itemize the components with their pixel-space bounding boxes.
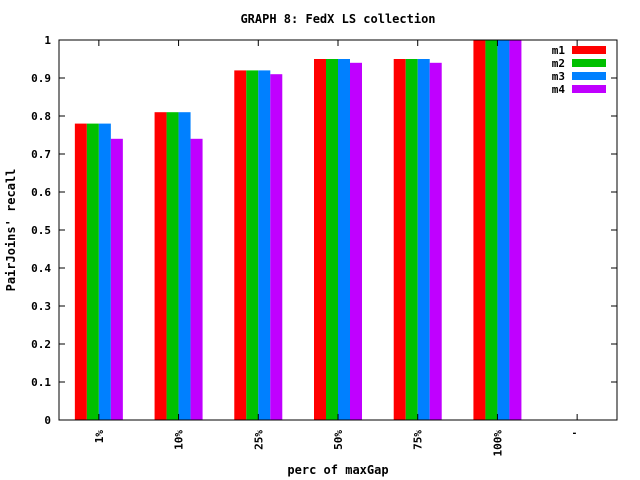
bar-m2-1% xyxy=(86,123,99,420)
y-tick-label: 0.3 xyxy=(31,300,51,313)
y-tick-label: 0.7 xyxy=(31,148,51,161)
x-tick-label: 50% xyxy=(332,430,345,450)
x-tick-label: 25% xyxy=(252,430,265,450)
bar-m4-75% xyxy=(429,62,442,421)
bar-m3-75% xyxy=(417,59,430,420)
bar-m2-75% xyxy=(405,59,418,420)
x-axis: 1% 10% 25% 50% 75% 100% ' xyxy=(93,40,584,457)
x-tick-label: 75% xyxy=(412,430,425,450)
bar-m4-10% xyxy=(190,138,203,421)
y-tick-label: 0.8 xyxy=(31,110,51,123)
y-tick-label: 0 xyxy=(44,414,51,427)
bar-m1-75% xyxy=(393,59,406,420)
y-axis-label: PairJoins' recall xyxy=(4,169,18,292)
bar-m1-1% xyxy=(74,123,87,420)
y-tick-label: 0.9 xyxy=(31,72,51,85)
y-tick-label: 0.1 xyxy=(31,376,51,389)
x-tick-label: ' xyxy=(571,430,584,437)
bar-m3-50% xyxy=(338,59,350,420)
legend-label-m1: m1 xyxy=(552,44,566,57)
bar-m2-50% xyxy=(326,59,338,420)
y-tick-label: 0.6 xyxy=(31,186,51,199)
legend-swatch-m4 xyxy=(572,85,606,93)
bar-m4-1% xyxy=(110,138,123,421)
bar-m2-10% xyxy=(166,112,179,420)
bar-m4-50% xyxy=(350,62,362,421)
bar-m3-100% xyxy=(497,40,510,420)
bar-m3-10% xyxy=(178,112,191,420)
bar-m3-1% xyxy=(98,123,111,420)
chart-title: GRAPH 8: FedX LS collection xyxy=(240,12,435,26)
legend-label-m3: m3 xyxy=(552,70,565,83)
y-tick-label: 0.5 xyxy=(31,224,51,237)
x-tick-label: 100% xyxy=(491,430,504,457)
y-tick-label: 1 xyxy=(44,34,51,47)
x-axis-label: perc of maxGap xyxy=(287,463,388,477)
bar-m4-100% xyxy=(509,40,522,420)
bar-m4-25% xyxy=(270,74,283,420)
legend-swatch-m3 xyxy=(572,72,606,80)
bar-m1-100% xyxy=(473,40,486,420)
x-tick-label: 10% xyxy=(173,430,186,450)
bar-m3-25% xyxy=(258,70,271,421)
x-tick-label: 1% xyxy=(93,430,106,444)
y-tick-label: 0.4 xyxy=(31,262,51,275)
bar-m2-100% xyxy=(485,40,498,420)
bar-m2-25% xyxy=(246,70,259,421)
bar-m1-25% xyxy=(234,70,247,421)
legend-swatch-m2 xyxy=(572,59,606,67)
legend-label-m4: m4 xyxy=(552,83,566,96)
y-tick-label: 0.2 xyxy=(31,338,51,351)
legend-label-m2: m2 xyxy=(552,57,565,70)
bar-m1-50% xyxy=(314,59,326,420)
legend-swatch-m1 xyxy=(572,46,606,54)
y-axis: 0 0.1 0.2 0.3 0.4 0.5 0.6 0.7 0.8 0.9 1 xyxy=(31,34,617,427)
bars-group xyxy=(74,40,522,421)
bar-m1-10% xyxy=(154,112,167,420)
